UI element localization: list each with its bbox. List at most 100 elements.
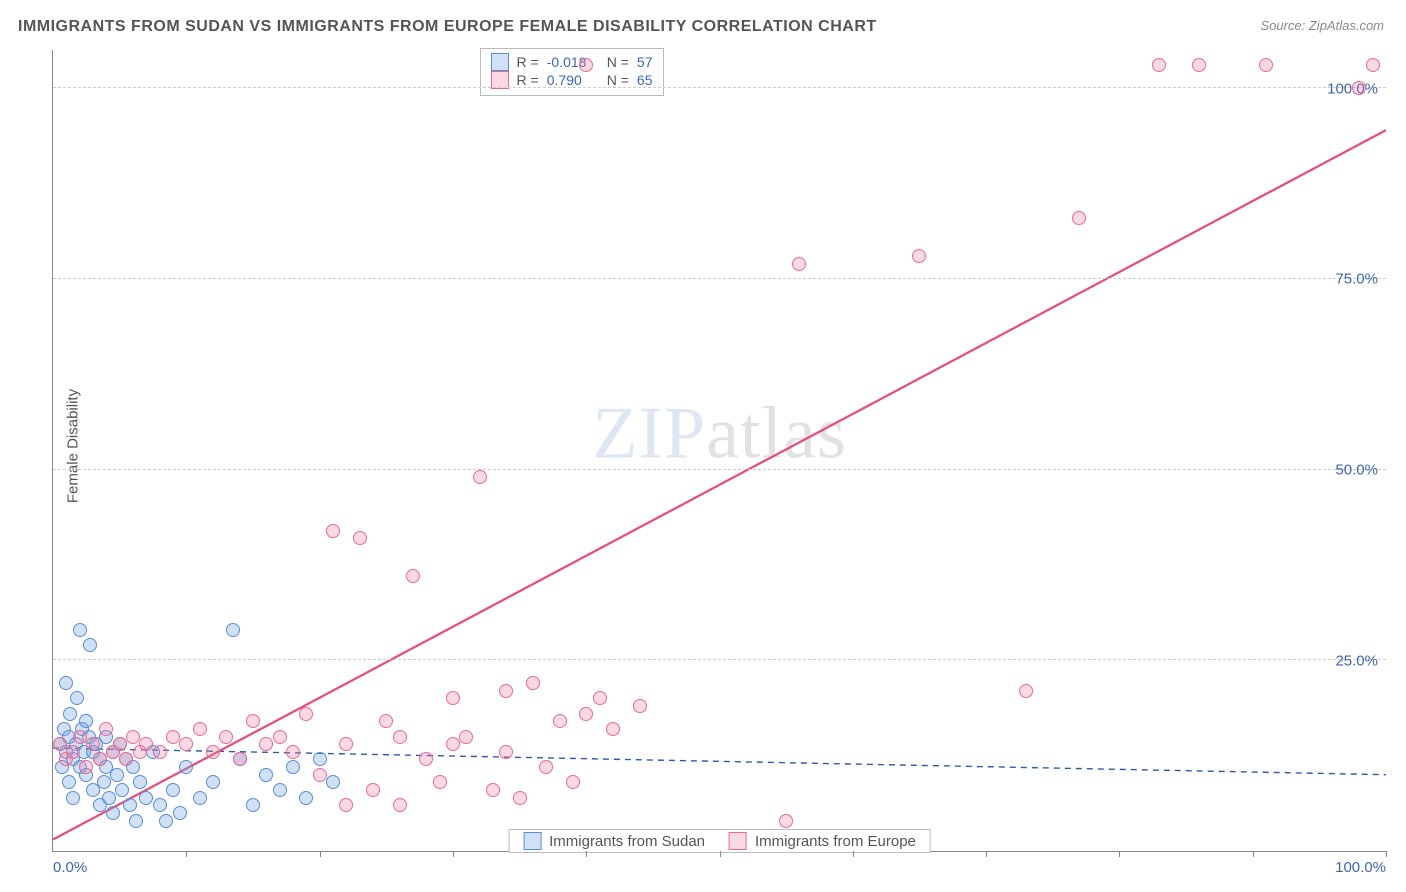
scatter-point-europe [246,714,260,728]
stats-n-value: 65 [637,72,653,88]
stats-r-value: 0.790 [547,72,599,88]
scatter-point-europe [353,531,367,545]
scatter-point-sudan [129,814,143,828]
scatter-point-sudan [206,775,220,789]
scatter-point-europe [393,798,407,812]
scatter-point-europe [53,737,67,751]
scatter-point-europe [1192,58,1206,72]
scatter-point-sudan [97,775,111,789]
scatter-point-europe [113,737,127,751]
gridline-horizontal [53,659,1386,660]
scatter-point-europe [486,783,500,797]
stats-n-value: 57 [637,54,653,70]
scatter-point-europe [912,249,926,263]
stats-swatch-sudan [491,53,509,71]
scatter-point-europe [553,714,567,728]
x-tick-label: 100.0% [1335,859,1386,876]
scatter-point-sudan [326,775,340,789]
y-tick-label: 50.0% [1335,462,1378,479]
trend-line-europe [53,130,1386,839]
scatter-point-europe [286,745,300,759]
scatter-point-europe [1072,211,1086,225]
scatter-point-europe [579,58,593,72]
trend-lines-layer [53,50,1386,851]
scatter-point-sudan [153,798,167,812]
scatter-point-europe [1019,684,1033,698]
scatter-point-europe [633,699,647,713]
scatter-point-europe [326,524,340,538]
scatter-point-sudan [66,791,80,805]
x-tick-mark [320,851,321,857]
scatter-point-europe [119,752,133,766]
scatter-point-europe [539,760,553,774]
scatter-point-sudan [106,806,120,820]
scatter-point-europe [299,707,313,721]
scatter-point-europe [206,745,220,759]
scatter-point-europe [259,737,273,751]
x-tick-mark [853,851,854,857]
scatter-point-europe [219,730,233,744]
correlation-stats-box: R = -0.018N = 57R = 0.790N = 65 [480,48,664,96]
scatter-point-sudan [59,676,73,690]
stats-n-label: N = [607,54,629,70]
scatter-point-sudan [83,638,97,652]
scatter-point-europe [86,737,100,751]
scatter-point-sudan [299,791,313,805]
scatter-point-europe [313,768,327,782]
scatter-point-sudan [62,775,76,789]
chart-title: IMMIGRANTS FROM SUDAN VS IMMIGRANTS FROM… [18,18,877,36]
scatter-point-sudan [133,775,147,789]
scatter-point-europe [99,722,113,736]
x-tick-mark [453,851,454,857]
gridline-horizontal [53,469,1386,470]
gridline-horizontal [53,87,1386,88]
legend-item: Immigrants from Europe [729,832,916,850]
scatter-point-europe [1366,58,1380,72]
scatter-point-europe [579,707,593,721]
scatter-point-sudan [110,768,124,782]
scatter-point-sudan [102,791,116,805]
scatter-point-sudan [139,791,153,805]
y-tick-label: 75.0% [1335,271,1378,288]
scatter-point-europe [339,798,353,812]
scatter-point-europe [193,722,207,736]
scatter-point-europe [79,760,93,774]
gridline-horizontal [53,278,1386,279]
scatter-point-europe [366,783,380,797]
scatter-point-sudan [286,760,300,774]
scatter-point-europe [166,730,180,744]
stats-n-label: N = [607,72,629,88]
scatter-point-europe [433,775,447,789]
x-tick-mark [1119,851,1120,857]
scatter-point-sudan [79,714,93,728]
scatter-point-europe [566,775,580,789]
scatter-point-europe [179,737,193,751]
scatter-point-europe [593,691,607,705]
series-legend: Immigrants from Sudan Immigrants from Eur… [508,829,931,853]
legend-label: Immigrants from Europe [755,833,916,850]
scatter-point-europe [339,737,353,751]
scatter-point-sudan [173,806,187,820]
scatter-point-europe [446,691,460,705]
x-tick-mark [986,851,987,857]
x-tick-label: 0.0% [53,859,87,876]
legend-swatch [729,832,747,850]
x-tick-mark [586,851,587,857]
scatter-point-europe [73,730,87,744]
scatter-point-europe [499,684,513,698]
x-tick-mark [720,851,721,857]
scatter-point-sudan [246,798,260,812]
scatter-point-europe [1152,58,1166,72]
x-tick-mark [1253,851,1254,857]
scatter-point-europe [606,722,620,736]
scatter-point-europe [126,730,140,744]
legend-item: Immigrants from Sudan [523,832,705,850]
scatter-point-sudan [273,783,287,797]
scatter-point-europe [459,730,473,744]
scatter-point-europe [792,257,806,271]
scatter-point-sudan [226,623,240,637]
scatter-point-europe [406,569,420,583]
watermark-text: ZIPatlas [592,392,847,477]
scatter-point-europe [93,752,107,766]
scatter-point-europe [513,791,527,805]
